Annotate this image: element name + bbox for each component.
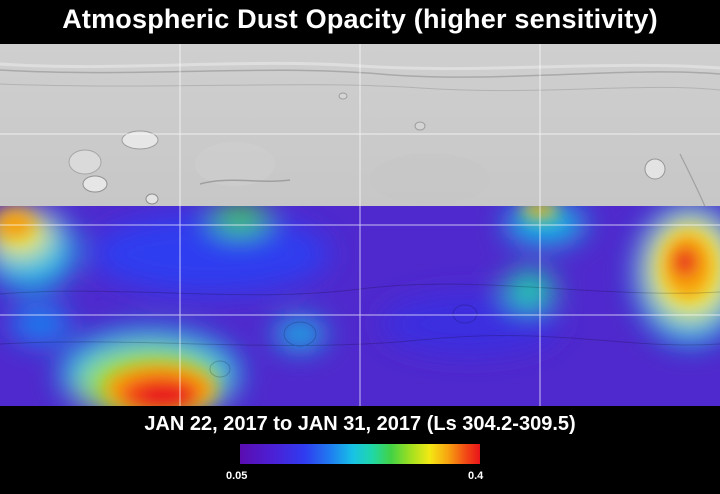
map-svg — [0, 44, 720, 406]
lat-lon-grid — [0, 44, 720, 406]
date-range-label: JAN 22, 2017 to JAN 31, 2017 (Ls 304.2-3… — [144, 413, 576, 435]
map-title: Atmospheric Dust Opacity (higher sensiti… — [62, 4, 658, 34]
colorbar-max-label: 0.4 — [468, 470, 484, 482]
opacity-colorbar — [240, 444, 480, 464]
colorbar-min-label: 0.05 — [226, 470, 248, 482]
terrain-features — [0, 61, 720, 210]
dust-opacity-map — [0, 44, 720, 406]
